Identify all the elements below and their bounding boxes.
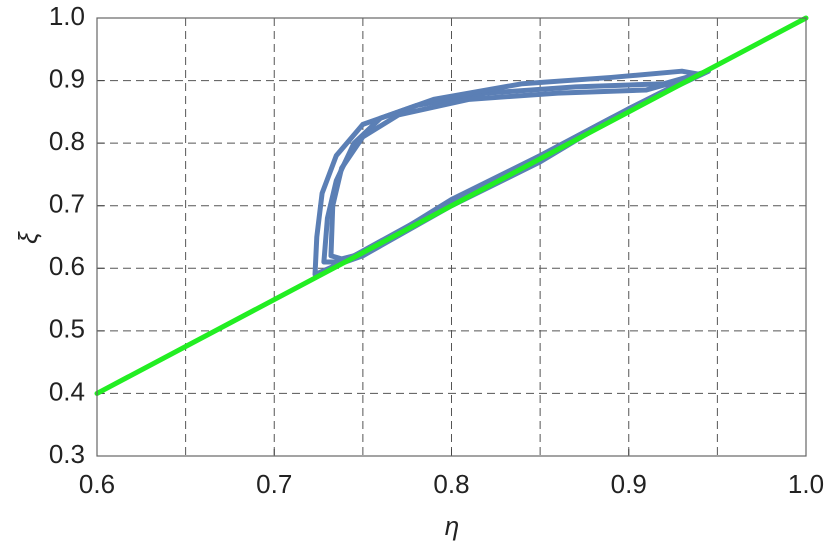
x-axis-label: η	[445, 511, 459, 541]
x-tick-label: 0.6	[79, 469, 115, 499]
y-tick-label: 0.6	[49, 251, 85, 281]
y-tick-label: 1.0	[49, 1, 85, 31]
y-tick-label: 0.8	[49, 126, 85, 156]
x-tick-label: 0.9	[611, 469, 647, 499]
plot-frame	[96, 17, 807, 457]
y-tick-label: 0.9	[49, 63, 85, 93]
y-tick-label: 0.3	[49, 439, 85, 469]
y-tick-label: 0.7	[49, 189, 85, 219]
x-tick-label: 0.7	[256, 469, 292, 499]
series-line	[94, 15, 809, 396]
x-tick-label: 1.0	[788, 469, 824, 499]
series-line	[328, 74, 694, 262]
x-tick-label: 0.8	[433, 469, 469, 499]
y-axis-label: ξ	[13, 231, 43, 244]
y-tick-label: 0.5	[49, 314, 85, 344]
y-tick-label: 0.4	[49, 376, 85, 406]
